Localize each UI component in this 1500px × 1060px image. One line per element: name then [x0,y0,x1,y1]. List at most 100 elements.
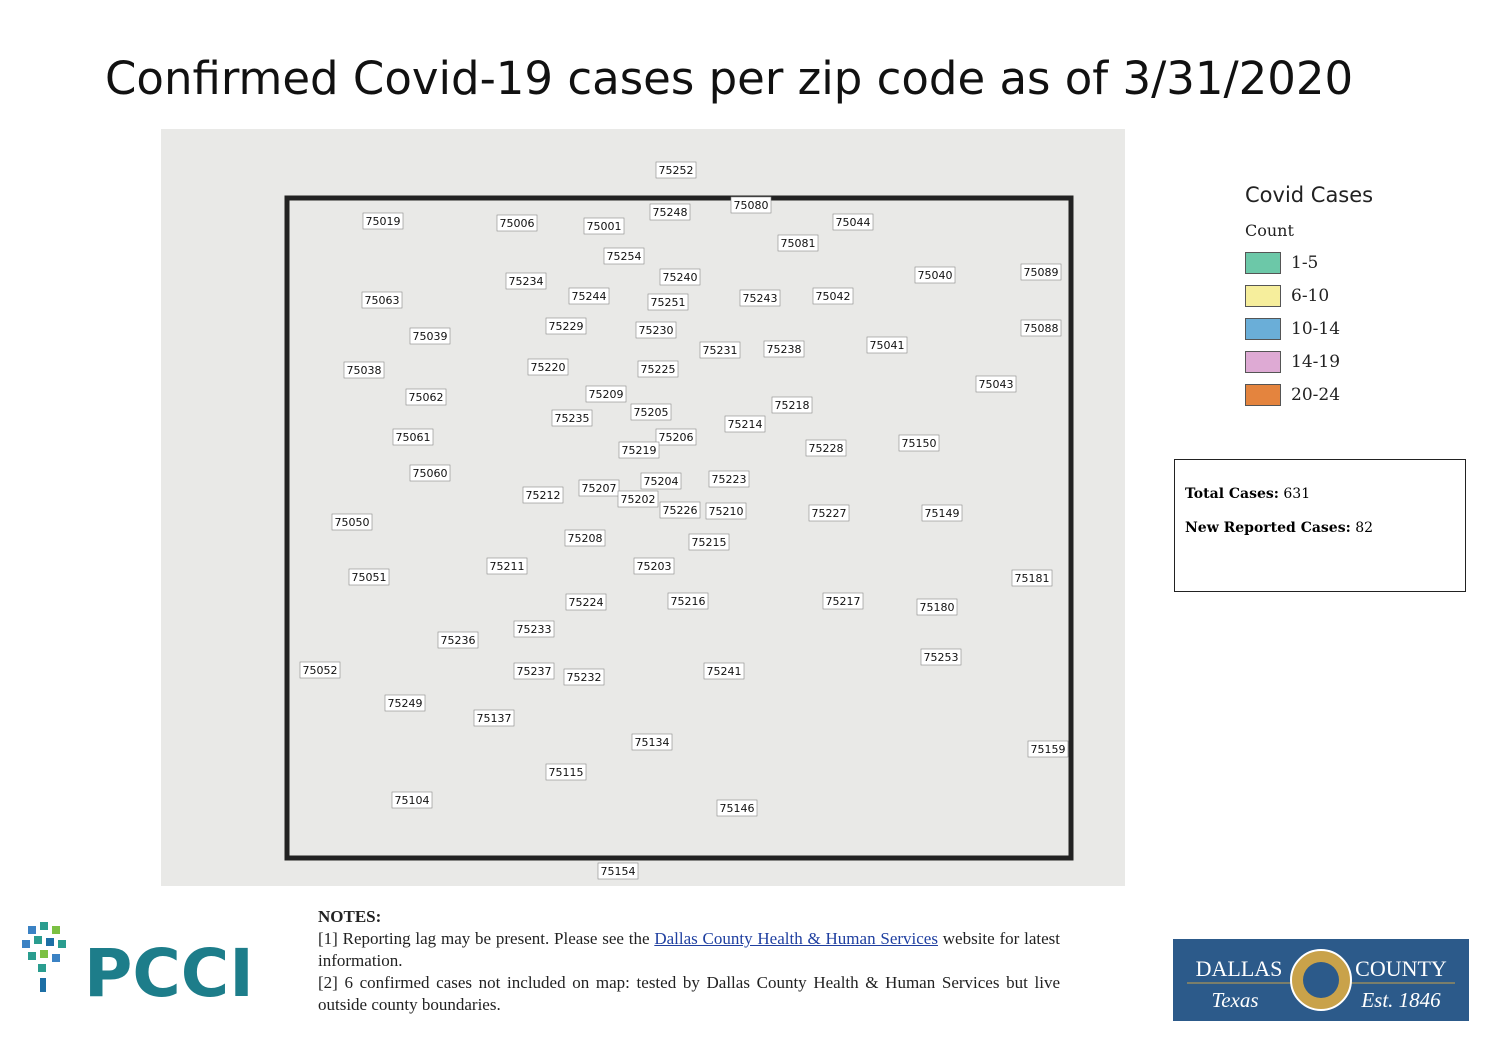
zip-label: 75216 [671,595,706,608]
zip-label-box [361,291,403,309]
zip-label: 75238 [767,343,802,356]
notes: NOTES: [1] Reporting lag may be present.… [318,906,1060,1016]
zip-label: 75236 [441,634,476,647]
zip-label-box [730,196,772,214]
link[interactable]: Dallas County Health & Human Services [654,929,938,948]
zip-label: 75206 [659,431,694,444]
zip-label: 75154 [601,865,636,878]
zip-label: 75251 [651,296,686,309]
note-1-end: website for latest information. [318,929,1060,970]
zip-label: 75225 [641,363,676,376]
zip-label-box [1011,569,1053,587]
zip-label-box [565,593,607,611]
zip-label: 75226 [663,504,698,517]
zip-label-box [637,360,679,378]
zip-label-box [763,340,805,358]
zip-label: 75061 [396,431,431,444]
seal-inner [1303,962,1339,998]
zip-label: 75181 [1015,572,1050,585]
county-right: COUNTY [1355,956,1447,981]
zip-label: 75248 [653,206,688,219]
legend-label: 6-10 [1291,285,1330,306]
legend-items: 1-5 6-10 10-14 14-19 20-24 [1245,246,1373,411]
zip-label: 75252 [659,164,694,177]
legend-item: 1-5 [1245,246,1373,279]
zip-label: 75229 [549,320,584,333]
zip-label: 75043 [979,378,1014,391]
zip-label-box [617,490,659,508]
zip-label: 75019 [366,215,401,228]
zip-label: 75051 [352,571,387,584]
zip-label: 75240 [663,271,698,284]
zip-label-box [391,791,433,809]
zip-label: 75235 [555,412,590,425]
legend-subtitle: Count [1245,221,1294,240]
zip-label-box [527,358,569,376]
zip-label-box [724,415,766,433]
zip-label-box [384,694,426,712]
zip-label: 75062 [409,391,444,404]
zip-label-box [866,336,908,354]
zip-label: 75217 [826,595,861,608]
zip-label: 75218 [775,399,810,412]
label: Total Cases: [1185,486,1279,502]
zip-label-box [578,479,620,497]
zip-label-box [667,592,709,610]
zip-label-box [496,214,538,232]
zip-label: 75205 [634,406,669,419]
zip-label: 75220 [531,361,566,374]
zip-label: 75224 [569,596,604,609]
map-background [161,129,1125,886]
zip-label-box [405,388,447,406]
zip-label: 75146 [720,802,755,815]
zip-label-box [331,513,373,531]
zip-label: 75150 [902,437,937,450]
pcci-text: PCCI [84,935,254,1008]
established: Est. 1846 [1360,988,1441,1012]
zip-label-box [920,648,962,666]
zip-label-box [597,862,639,880]
zip-label: 75088 [1024,322,1059,335]
zip-label-box [633,557,675,575]
zip-label-box [699,341,741,359]
legend-item: 20-24 [1245,378,1373,411]
zip-label-box [647,293,689,311]
county-border [284,195,1074,861]
legend-item: 10-14 [1245,312,1373,345]
zip-label-box [805,439,847,457]
zip-label-box [630,403,672,421]
zip-label: 75237 [517,665,552,678]
zip-label: 75234 [509,275,544,288]
zip-label-box [392,428,434,446]
zip-label-box [916,598,958,616]
county-left: DALLAS [1196,956,1283,981]
zip-label-box [975,375,1017,393]
zip-label: 75207 [582,482,617,495]
zip-label: 75050 [335,516,370,529]
zip-label-box [739,289,781,307]
zip-label: 75080 [734,199,769,212]
zip-label: 75228 [809,442,844,455]
zip-label: 75060 [413,467,448,480]
zip-label: 75233 [517,623,552,636]
zip-label: 75230 [639,324,674,337]
zip-label: 75243 [743,292,778,305]
zip-label: 75212 [526,489,561,502]
zip-label: 75149 [925,507,960,520]
zip-label: 75041 [870,339,905,352]
zip-label: 75241 [707,665,742,678]
zip-label-box [299,661,341,679]
zip-label-box [655,161,697,179]
zip-label: 75215 [692,536,727,549]
zip-label-box [832,213,874,231]
zip-label-box [1020,263,1062,281]
legend-item: 14-19 [1245,345,1373,378]
zip-label-box [898,434,940,452]
zip-label-box [708,470,750,488]
zip-label: 75040 [918,269,953,282]
zip-label: 75253 [924,651,959,664]
legend: Covid Cases Count 1-5 6-10 10-14 14-19 20-24 [1245,183,1373,411]
zip-label: 75227 [812,507,847,520]
zip-label-box [505,272,547,290]
